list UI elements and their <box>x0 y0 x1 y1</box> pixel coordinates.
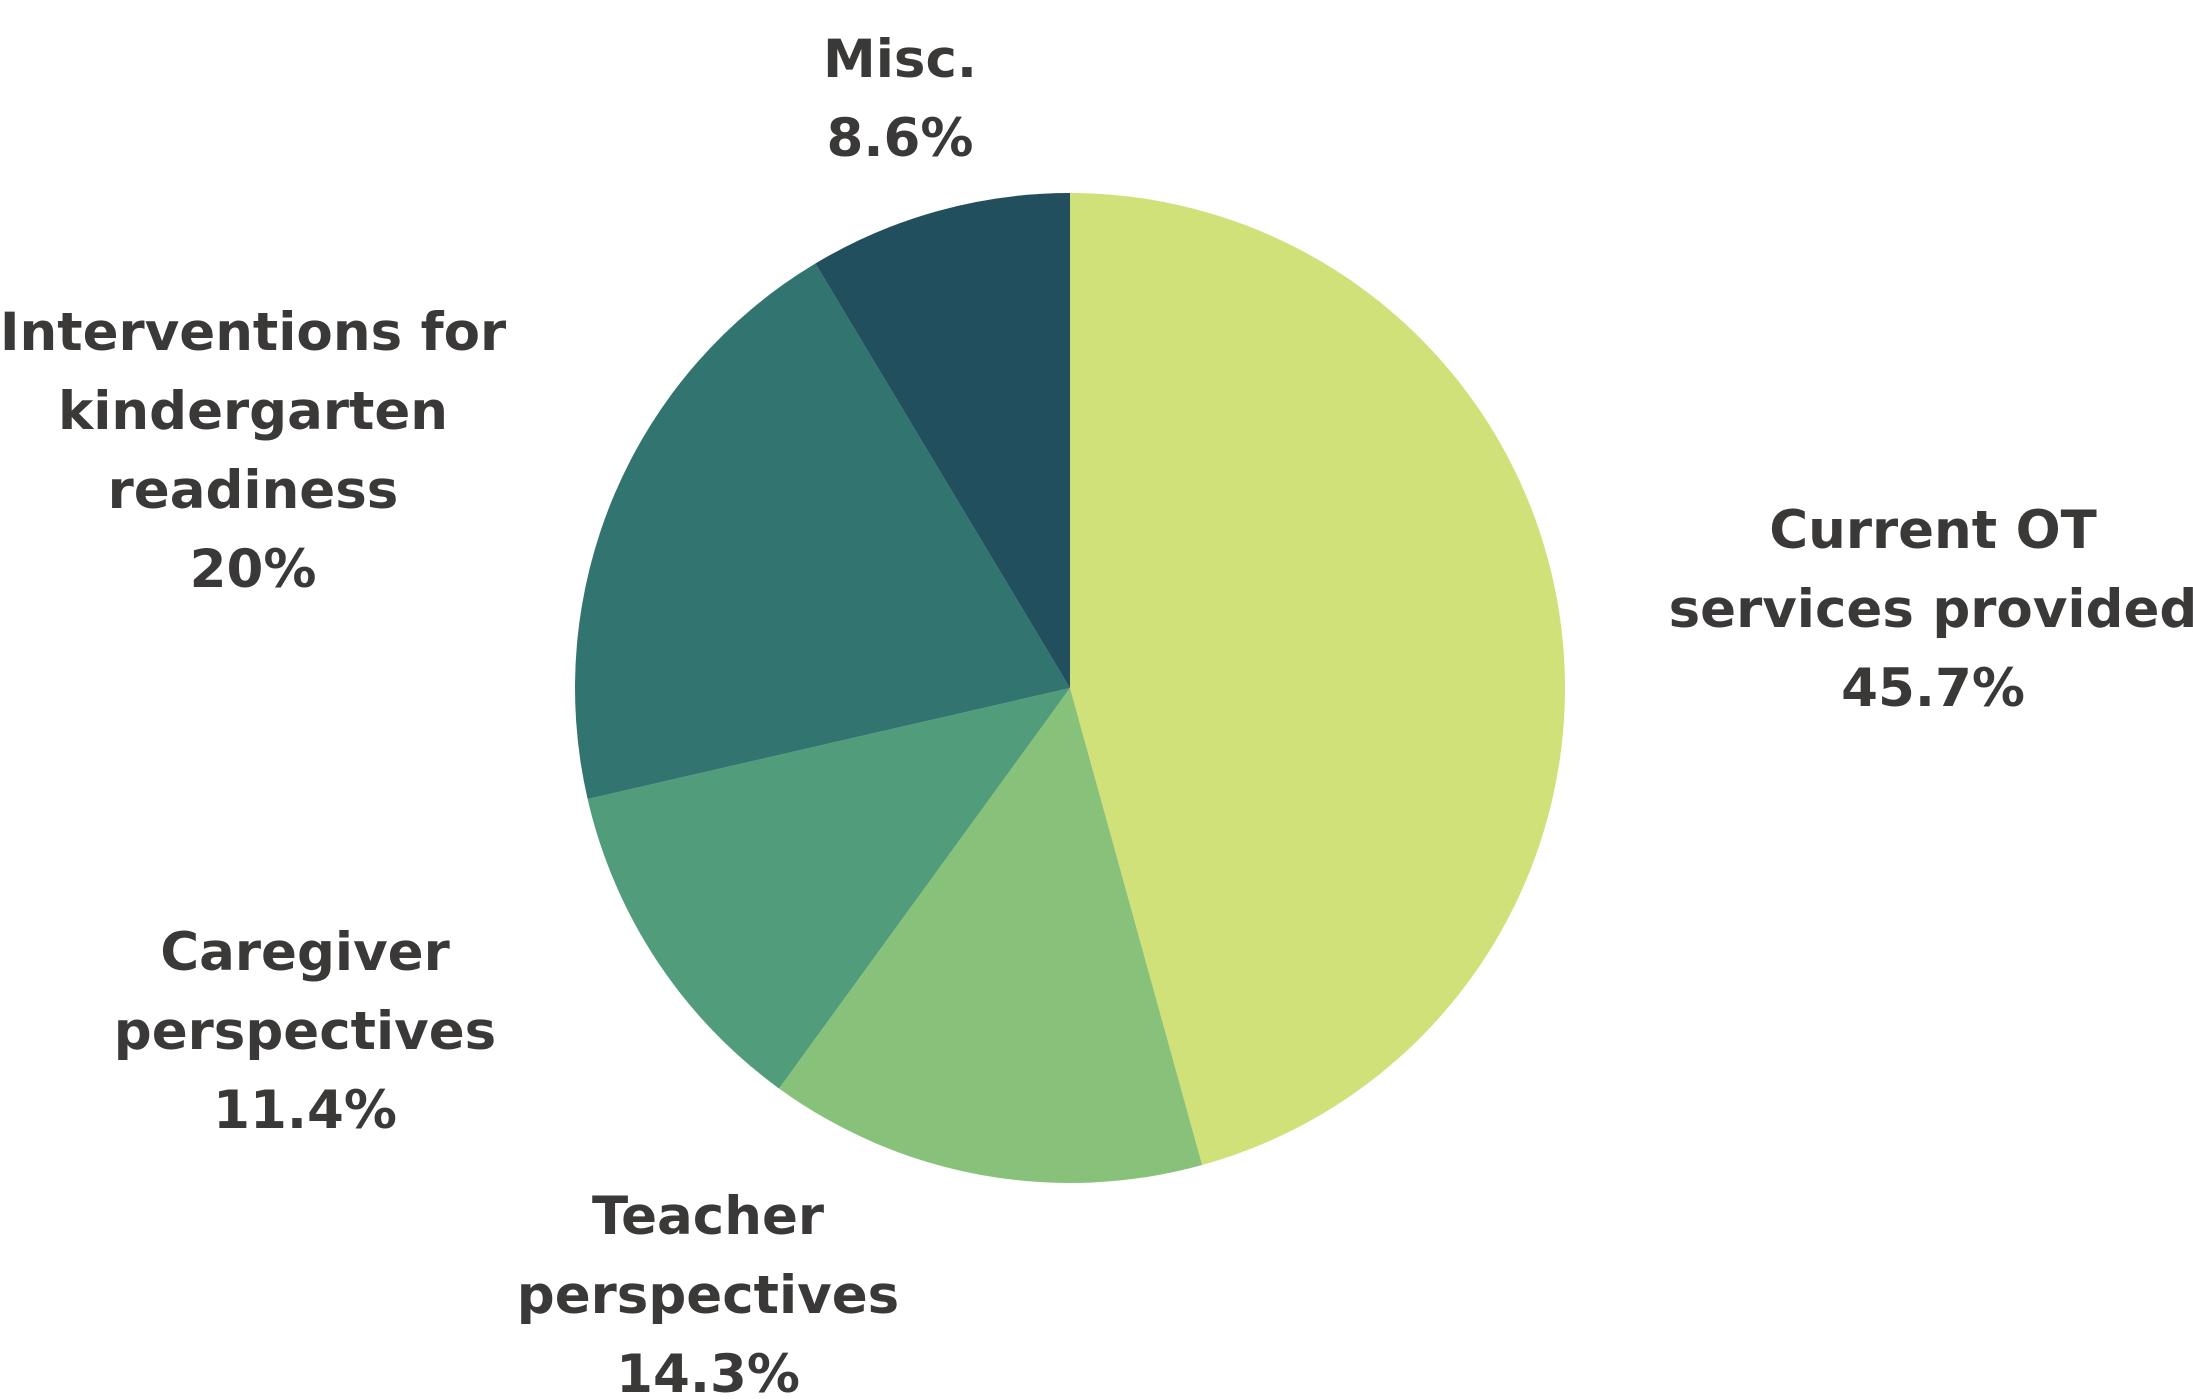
slice-percent: 8.6% <box>827 108 974 169</box>
slice-label-line: Interventions for <box>0 302 506 363</box>
slice-label-line: Teacher <box>592 1186 824 1247</box>
pie-slice-caregiver-perspectives <box>587 688 1070 1089</box>
slice-label-line: kindergarten <box>58 381 448 442</box>
slice-label-line: perspectives <box>114 1001 496 1062</box>
slice-label-misc: Misc. 8.6% <box>823 29 977 169</box>
slice-label-caregiver-perspectives: Caregiver perspectives 11.4% <box>114 922 496 1141</box>
slice-percent: 20% <box>190 539 317 600</box>
pie-slice-current-ot-services-provided <box>1070 193 1565 1166</box>
slice-label-line: Caregiver <box>160 922 449 983</box>
slice-percent: 14.3% <box>616 1344 800 1399</box>
slice-label-line: readiness <box>108 460 399 521</box>
slice-label-line: Current OT <box>1769 500 2097 561</box>
pie-slices <box>575 193 1565 1183</box>
slice-label-line: perspectives <box>517 1265 899 1326</box>
slice-percent: 45.7% <box>1841 658 2025 719</box>
slice-labels: Current OT services provided 45.7% Teacher p… <box>0 29 2193 1399</box>
pie-slice-misc <box>815 193 1070 688</box>
slice-label-teacher-perspectives: Teacher perspectives 14.3% <box>517 1186 899 1399</box>
slice-label-line: services provided <box>1669 579 2193 640</box>
slice-label-interventions-for-kindergarten-readiness: Interventions for kindergarten readiness 20… <box>0 302 506 600</box>
slice-label-line: Misc. <box>823 29 977 90</box>
slice-percent: 11.4% <box>213 1080 397 1141</box>
pie-slice-teacher-perspectives <box>779 688 1203 1183</box>
slice-label-current-ot-services-provided: Current OT services provided 45.7% <box>1669 500 2193 719</box>
pie-slice-interventions-for-kindergarten-readiness <box>575 263 1070 800</box>
